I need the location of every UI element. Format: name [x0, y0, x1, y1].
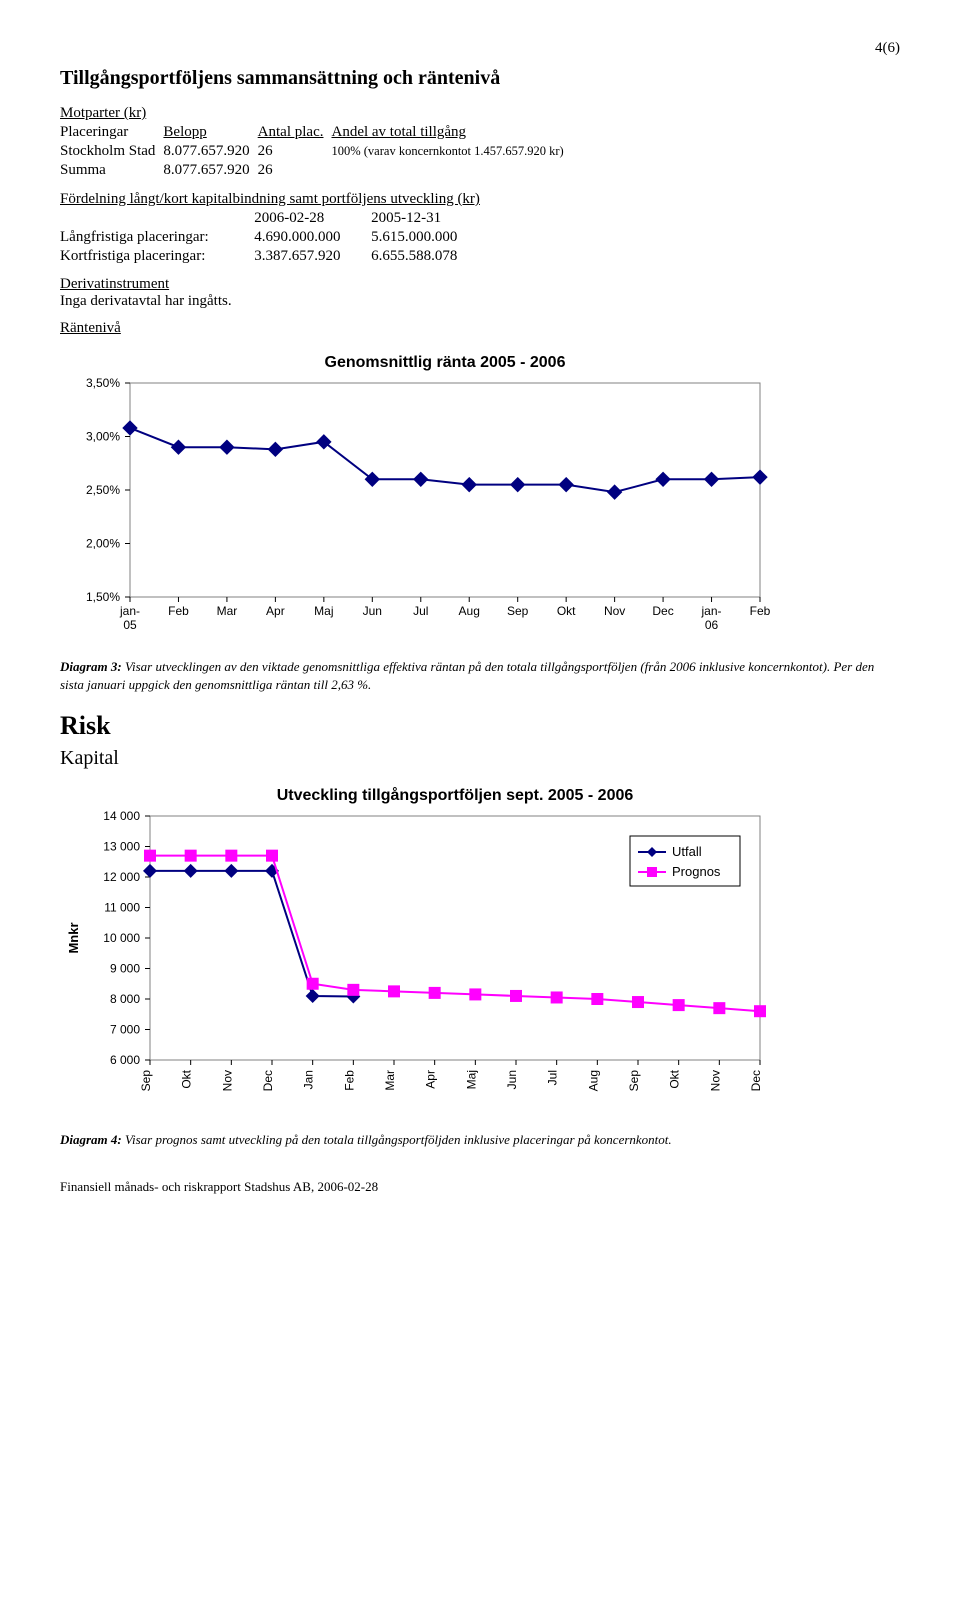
svg-text:Jul: Jul	[413, 604, 428, 618]
svg-text:Okt: Okt	[180, 1069, 194, 1088]
motparter-row2-label: Summa	[60, 161, 163, 180]
svg-text:05: 05	[123, 618, 137, 632]
svg-text:1,50%: 1,50%	[86, 590, 120, 604]
motparter-row1-label: Stockholm Stad	[60, 142, 163, 161]
svg-text:3,00%: 3,00%	[86, 430, 120, 444]
svg-text:Dec: Dec	[261, 1070, 275, 1091]
motparter-row1-antal: 26	[258, 142, 332, 161]
svg-text:jan-: jan-	[701, 604, 722, 618]
motparter-hdr-belopp: Belopp	[163, 123, 257, 142]
svg-text:06: 06	[705, 618, 719, 632]
motparter-row1-belopp: 8.077.657.920	[163, 142, 257, 161]
svg-text:Sep: Sep	[507, 604, 529, 618]
footer-text: Finansiell månads- och riskrapport Stads…	[60, 1179, 900, 1195]
svg-text:Genomsnittlig ränta 2005 - 200: Genomsnittlig ränta 2005 - 2006	[325, 354, 566, 371]
svg-text:Jan: Jan	[302, 1070, 316, 1089]
svg-text:Nov: Nov	[604, 604, 625, 618]
fordelning-row1-b: 6.655.588.078	[371, 247, 488, 266]
motparter-hdr-antal: Antal plac.	[258, 123, 332, 142]
fordelning-row0-a: 4.690.000.000	[254, 228, 371, 247]
rantenivå-heading: Räntenivå	[60, 320, 900, 337]
page-number: 4(6)	[60, 40, 900, 57]
svg-text:Apr: Apr	[424, 1070, 438, 1089]
svg-text:Maj: Maj	[464, 1070, 478, 1089]
motparter-heading: Motparter (kr)	[60, 104, 163, 123]
derivat-heading: Derivatinstrument	[60, 276, 900, 293]
fordelning-date-b: 2005-12-31	[371, 209, 488, 228]
motparter-row0-label: Placeringar	[60, 123, 163, 142]
motparter-hdr-andel: Andel av total tillgång	[331, 123, 571, 142]
svg-text:Feb: Feb	[750, 604, 771, 618]
svg-text:Jun: Jun	[363, 604, 382, 618]
motparter-row1-andel: 100% (varav koncernkontot 1.457.657.920 …	[331, 142, 571, 161]
fordelning-row1-label: Kortfristiga placeringar:	[60, 247, 254, 266]
svg-text:7 000: 7 000	[110, 1023, 140, 1037]
fordelning-row1-a: 3.387.657.920	[254, 247, 371, 266]
svg-text:Okt: Okt	[557, 604, 576, 618]
svg-text:Prognos: Prognos	[672, 864, 721, 879]
motparter-table: Motparter (kr) Placeringar Belopp Antal …	[60, 104, 572, 180]
svg-text:6 000: 6 000	[110, 1053, 140, 1067]
chart2: Utveckling tillgångsportföljen sept. 200…	[60, 780, 900, 1125]
svg-text:2,50%: 2,50%	[86, 483, 120, 497]
svg-text:Sep: Sep	[627, 1070, 641, 1092]
caption2: Diagram 4: Visar prognos samt utveckling…	[60, 1131, 900, 1149]
svg-text:Dec: Dec	[652, 604, 673, 618]
svg-text:3,50%: 3,50%	[86, 376, 120, 390]
chart2-svg: Utveckling tillgångsportföljen sept. 200…	[60, 780, 780, 1120]
fordelning-heading: Fördelning långt/kort kapitalbindning sa…	[60, 190, 488, 209]
svg-text:jan-: jan-	[119, 604, 140, 618]
caption1-text: Visar utvecklingen av den viktade genoms…	[60, 659, 874, 692]
svg-text:Dec: Dec	[749, 1070, 763, 1091]
section-title: Tillgångsportföljens sammansättning och …	[60, 67, 900, 90]
svg-text:Feb: Feb	[342, 1070, 356, 1091]
motparter-row2-antal: 26	[258, 161, 332, 180]
svg-text:Utveckling tillgångsportföljen: Utveckling tillgångsportföljen sept. 200…	[277, 786, 634, 804]
svg-text:Nov: Nov	[708, 1070, 722, 1091]
svg-text:2,00%: 2,00%	[86, 537, 120, 551]
svg-text:Maj: Maj	[314, 604, 333, 618]
svg-text:Jun: Jun	[505, 1070, 519, 1089]
motparter-row2-belopp: 8.077.657.920	[163, 161, 257, 180]
svg-text:Aug: Aug	[586, 1070, 600, 1091]
risk-heading: Risk	[60, 711, 900, 741]
svg-text:8 000: 8 000	[110, 992, 140, 1006]
caption2-text: Visar prognos samt utveckling på den tot…	[122, 1132, 672, 1147]
svg-text:Apr: Apr	[266, 604, 285, 618]
svg-text:Mar: Mar	[383, 1070, 397, 1091]
svg-text:9 000: 9 000	[110, 962, 140, 976]
svg-text:Sep: Sep	[139, 1070, 153, 1092]
fordelning-table: Fördelning långt/kort kapitalbindning sa…	[60, 190, 488, 266]
fordelning-row0-b: 5.615.000.000	[371, 228, 488, 247]
svg-text:Okt: Okt	[668, 1069, 682, 1088]
svg-text:13 000: 13 000	[103, 840, 140, 854]
chart1-svg: Genomsnittlig ränta 2005 - 2006 1,50% 2,00…	[60, 347, 780, 647]
svg-text:Mar: Mar	[217, 604, 238, 618]
caption1-bold: Diagram 3:	[60, 659, 122, 674]
caption1: Diagram 3: Visar utvecklingen av den vik…	[60, 658, 900, 693]
chart1: Genomsnittlig ränta 2005 - 2006 1,50% 2,00…	[60, 347, 900, 652]
svg-text:Mnkr: Mnkr	[66, 923, 81, 954]
fordelning-row0-label: Långfristiga placeringar:	[60, 228, 254, 247]
svg-text:Utfall: Utfall	[672, 844, 702, 859]
svg-text:10 000: 10 000	[103, 931, 140, 945]
kapital-heading: Kapital	[60, 747, 900, 770]
svg-text:12 000: 12 000	[103, 870, 140, 884]
svg-text:Jul: Jul	[546, 1070, 560, 1085]
svg-text:11 000: 11 000	[104, 901, 140, 915]
caption2-bold: Diagram 4:	[60, 1132, 122, 1147]
svg-text:14 000: 14 000	[103, 809, 140, 823]
svg-text:Aug: Aug	[459, 604, 480, 618]
svg-text:Feb: Feb	[168, 604, 189, 618]
derivat-text: Inga derivatavtal har ingåtts.	[60, 293, 900, 310]
fordelning-date-a: 2006-02-28	[254, 209, 371, 228]
svg-text:Nov: Nov	[220, 1070, 234, 1091]
